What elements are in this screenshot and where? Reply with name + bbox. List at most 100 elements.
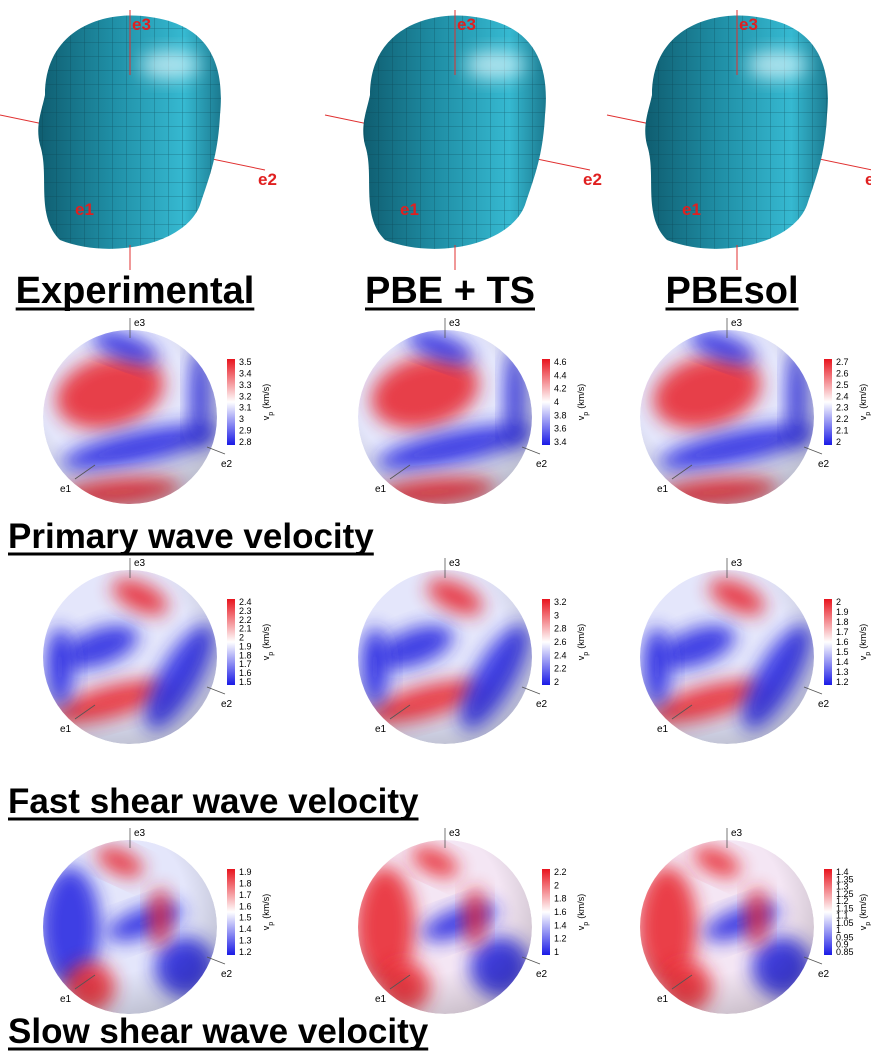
sphere-shade bbox=[43, 330, 217, 504]
axis-label: e3 bbox=[449, 318, 461, 329]
colorbar bbox=[824, 869, 832, 955]
sphere-shade bbox=[43, 840, 217, 1014]
colorbar-tick-label: 1.8 bbox=[239, 878, 252, 888]
pole-figure: e1e2e33.232.82.62.42.22vp(km/s) bbox=[358, 558, 590, 744]
colorbar bbox=[824, 359, 832, 445]
axis-label: e1 bbox=[375, 484, 387, 495]
section-title: Primary wave velocity bbox=[8, 517, 374, 556]
panel-title: PBEsol bbox=[665, 270, 798, 312]
surface-plot bbox=[607, 10, 871, 270]
axis-label: e1 bbox=[375, 724, 387, 735]
colorbar-tick-label: 3.1 bbox=[239, 403, 252, 413]
colorbar-tick-label: 3 bbox=[554, 610, 559, 620]
colorbar-label-part: p bbox=[583, 652, 590, 656]
colorbar-label-part: (km/s) bbox=[261, 624, 271, 649]
highlight bbox=[140, 51, 200, 79]
colorbar-label-part: p bbox=[865, 412, 871, 416]
sphere bbox=[355, 840, 532, 1014]
colorbar-tick-label: 4.2 bbox=[554, 384, 567, 394]
axis-label: e1 bbox=[657, 994, 669, 1005]
pole-figure: e1e2e34.64.44.243.83.63.4vp(km/s) bbox=[358, 318, 590, 511]
pole-figure: e1e2e31.41.351.31.251.21.151.11.0510.950… bbox=[637, 828, 871, 1014]
sphere-shade bbox=[358, 840, 532, 1014]
axis-label: e3 bbox=[457, 15, 476, 34]
colorbar-tick-label: 4 bbox=[554, 397, 559, 407]
colorbar-tick-label: 1.2 bbox=[554, 934, 567, 944]
colorbar-label-part: p bbox=[583, 412, 590, 416]
colorbar-label: vp(km/s) bbox=[858, 624, 871, 660]
colorbar-tick-label: 3.8 bbox=[554, 410, 567, 420]
colorbar-label: vp(km/s) bbox=[576, 384, 590, 420]
colorbar-tick-label: 2.7 bbox=[836, 357, 849, 367]
colorbar-tick-label: 1.4 bbox=[239, 924, 252, 934]
colorbar-tick-label: 2 bbox=[554, 677, 559, 687]
axis-label: e1 bbox=[75, 200, 94, 219]
axis-label: e1 bbox=[682, 200, 701, 219]
axis-label: e1 bbox=[60, 724, 72, 735]
axis-label: e1 bbox=[400, 200, 419, 219]
colorbar-label-part: (km/s) bbox=[858, 624, 868, 649]
colorbar-label: vp(km/s) bbox=[576, 624, 590, 660]
colorbar-label: vp(km/s) bbox=[261, 384, 275, 420]
axis-label: e1 bbox=[657, 484, 669, 495]
sphere bbox=[637, 840, 814, 1014]
colorbar-tick-label: 1 bbox=[554, 947, 559, 957]
colorbar-tick-label: 2.2 bbox=[554, 867, 567, 877]
colorbar-tick-label: 1.8 bbox=[554, 894, 567, 904]
colorbar-tick-label: 1.6 bbox=[239, 901, 252, 911]
sphere-shade bbox=[640, 330, 814, 504]
panel-title: Experimental bbox=[16, 270, 255, 312]
colorbar-tick-label: 3.2 bbox=[554, 597, 567, 607]
pole-figure: e1e2e31.91.81.71.61.51.41.31.2vp(km/s) bbox=[40, 828, 275, 1014]
colorbar-tick-label: 2.6 bbox=[554, 637, 567, 647]
colorbar-tick-label: 1.9 bbox=[239, 867, 252, 877]
axis-label: e2 bbox=[536, 459, 548, 470]
colorbar-tick-label: 1.5 bbox=[239, 677, 252, 687]
colorbar bbox=[227, 599, 235, 685]
colorbar-tick-label: 3.6 bbox=[554, 424, 567, 434]
colorbar-tick-label: 1.4 bbox=[554, 920, 567, 930]
colorbar-tick-label: 2.1 bbox=[836, 426, 849, 436]
section-title: Fast shear wave velocity bbox=[8, 782, 419, 821]
colorbar-label-part: p bbox=[268, 412, 275, 416]
colorbar-tick-label: 1.2 bbox=[836, 677, 849, 687]
colorbar-tick-label: 1.5 bbox=[836, 647, 849, 657]
colorbar bbox=[227, 359, 235, 445]
sphere-shade bbox=[640, 840, 814, 1014]
axis-label: e3 bbox=[134, 318, 146, 329]
colorbar-tick-label: 1.7 bbox=[239, 890, 252, 900]
axis-label: e1 bbox=[60, 484, 72, 495]
colorbar-label-part: (km/s) bbox=[858, 384, 868, 409]
colorbar-tick-label: 4.4 bbox=[554, 370, 567, 380]
colorbar bbox=[542, 869, 550, 955]
colorbar-tick-label: 2.6 bbox=[836, 368, 849, 378]
colorbar-label-part: p bbox=[268, 922, 275, 926]
colorbar-tick-label: 2.3 bbox=[836, 403, 849, 413]
axis-label: e2 bbox=[536, 699, 548, 710]
colorbar-tick-label: 3.5 bbox=[239, 357, 252, 367]
sphere bbox=[640, 570, 824, 744]
highlight bbox=[747, 51, 807, 79]
colorbar-tick-label: 1.4 bbox=[836, 657, 849, 667]
colorbar-label-part: (km/s) bbox=[576, 624, 586, 649]
colorbar-tick-label: 1.5 bbox=[239, 913, 252, 923]
colorbar-tick-label: 1.3 bbox=[239, 936, 252, 946]
colorbar-label: vp(km/s) bbox=[858, 384, 871, 420]
colorbar-tick-label: 1.9 bbox=[836, 607, 849, 617]
axis-label: e2 bbox=[583, 170, 602, 189]
colorbar-tick-label: 2 bbox=[836, 597, 841, 607]
axis-label: e3 bbox=[731, 828, 743, 839]
section-title: Slow shear wave velocity bbox=[8, 1012, 429, 1051]
colorbar-tick-label: 2.4 bbox=[836, 391, 849, 401]
colorbar-label-part: (km/s) bbox=[858, 894, 868, 919]
colorbar-label-part: (km/s) bbox=[576, 384, 586, 409]
colorbar-label-part: (km/s) bbox=[576, 894, 586, 919]
panel-title: PBE + TS bbox=[365, 270, 535, 312]
colorbar-label: vp(km/s) bbox=[261, 624, 275, 660]
colorbar bbox=[542, 599, 550, 685]
colorbar-tick-label: 2 bbox=[836, 437, 841, 447]
colorbar bbox=[542, 359, 550, 445]
sphere bbox=[43, 570, 227, 744]
highlight bbox=[465, 51, 525, 79]
colorbar-tick-label: 3.3 bbox=[239, 380, 252, 390]
